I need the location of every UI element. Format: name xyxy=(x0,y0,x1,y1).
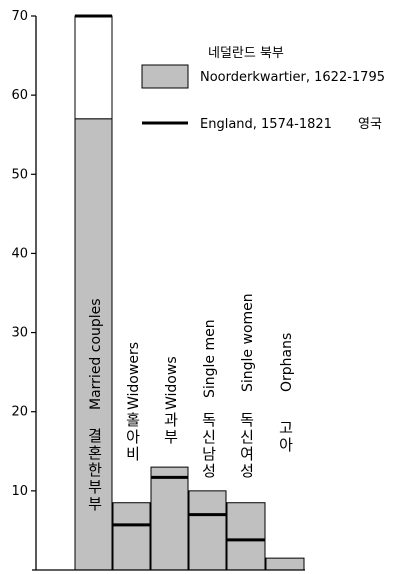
bar-single-men xyxy=(188,490,227,571)
y-tick-label-50: 50 xyxy=(11,167,28,182)
category-label-ko-married-couples: 한 xyxy=(88,461,102,479)
category-labels-layer: Married couples결혼한부부Widowers홀아비Widows과부S… xyxy=(88,293,295,513)
category-label-ko-widowers: 아 xyxy=(126,428,140,446)
bar-single-women xyxy=(226,502,266,571)
y-tick-label-70: 70 xyxy=(11,9,28,24)
legend-label-noorderkwartier: Noorderkwartier, 1622-1795 xyxy=(200,70,385,85)
category-label-ko-single-men: 성 xyxy=(202,462,216,480)
category-label-ko-single-women: 성 xyxy=(240,462,254,480)
bars-layer xyxy=(74,14,305,571)
category-label-single-men: Single men xyxy=(202,319,218,398)
category-label-married-couples: Married couples xyxy=(88,298,104,410)
y-tick-label-10: 10 xyxy=(11,484,28,499)
category-label-ko-married-couples: 결 xyxy=(88,427,102,445)
legend: 네덜란드 북부 Noorderkwartier, 1622-1795 England… xyxy=(141,46,385,132)
legend-swatch-noorderkwartier xyxy=(141,64,189,89)
bar-orphans xyxy=(265,557,305,571)
category-label-ko-single-men: 독 xyxy=(202,411,216,429)
category-label-single-women: Single women xyxy=(240,293,256,392)
legend-label-england: England, 1574-1821 xyxy=(200,117,332,132)
legend-label-ko-england: 영국 xyxy=(358,117,382,132)
bar-widowers xyxy=(112,502,151,571)
category-label-ko-widowers: 홀 xyxy=(126,411,140,429)
category-label-ko-married-couples: 부 xyxy=(88,495,102,513)
category-label-ko-single-women: 신 xyxy=(240,428,254,446)
category-label-widowers: Widowers xyxy=(126,342,142,410)
category-label-ko-married-couples: 부 xyxy=(88,478,102,496)
bar-widows xyxy=(150,466,189,571)
legend-title-ko-noorderkwartier: 네덜란드 북부 xyxy=(208,46,284,61)
category-label-ko-orphans: 고 xyxy=(279,419,293,437)
category-label-ko-single-women: 여 xyxy=(240,445,254,463)
y-axis: 10 20 30 40 50 60 70 xyxy=(11,9,305,571)
category-label-widows: Widows xyxy=(164,356,180,410)
category-label-ko-widows: 과 xyxy=(164,411,178,429)
y-tick-label-40: 40 xyxy=(11,246,28,261)
category-label-ko-married-couples: 혼 xyxy=(88,444,102,462)
category-label-ko-widowers: 비 xyxy=(126,445,140,463)
england-envelope-married-couples xyxy=(74,15,113,120)
y-tick-label-30: 30 xyxy=(11,326,28,341)
bar-married-couples xyxy=(74,118,113,571)
category-label-ko-single-women: 독 xyxy=(240,411,254,429)
category-label-ko-orphans: 아 xyxy=(279,436,293,454)
y-tick-label-20: 20 xyxy=(11,405,28,420)
y-tick-label-60: 60 xyxy=(11,88,28,103)
category-label-ko-single-men: 남 xyxy=(202,445,216,463)
category-label-orphans: Orphans xyxy=(279,333,295,392)
category-label-ko-widows: 부 xyxy=(164,428,178,446)
category-label-ko-single-men: 신 xyxy=(202,428,216,446)
